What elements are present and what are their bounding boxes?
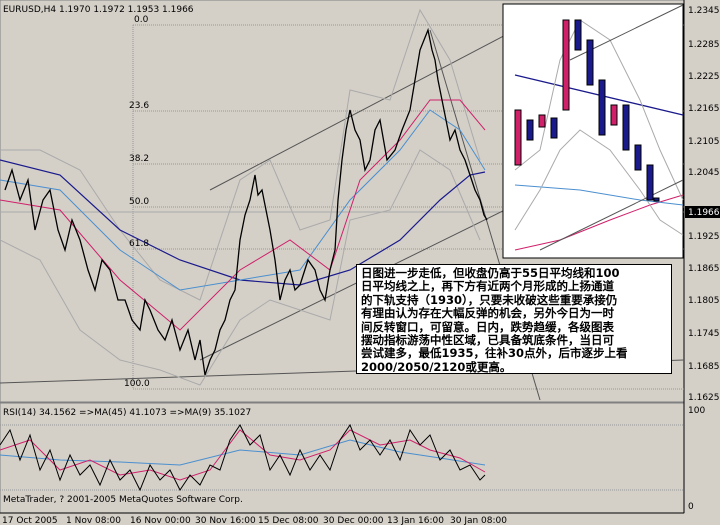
fib-label: 0.0 <box>134 15 149 25</box>
price-label: 1.1805 <box>688 296 720 306</box>
time-label: 30 Nov 16:00 <box>195 516 256 525</box>
fib-label: 100.0 <box>124 379 150 389</box>
symbol-header: EURUSD,H4 1.1970 1.1972 1.1953 1.1966 <box>3 5 194 15</box>
annotation-line: 间反转窗口，可留意。日内，跌势趋缓，各级图表 <box>361 319 614 334</box>
rsi-axis-label: 100 <box>688 406 705 416</box>
current-price-label: 1.1966 <box>688 208 720 218</box>
price-label: 1.2105 <box>688 137 720 147</box>
time-label: 1 Nov 08:00 <box>66 516 121 525</box>
rsi-levels <box>0 424 684 491</box>
fib-labels: 0.0 23.6 38.2 50.0 61.8 100.0 <box>124 15 150 389</box>
annotation-line: 2000/2050/2120或更高。 <box>361 359 512 374</box>
price-label: 1.1925 <box>688 232 720 242</box>
annotation-line: 摆动指标游荡中性区域，已具备筑底条件，当日可 <box>361 333 614 348</box>
annotation-line: 的下轨支持（1930），只要未收破这些重要承接仍 <box>361 292 618 307</box>
price-axis: 1.2345 1.2285 1.2225 1.2165 1.2105 1.204… <box>688 6 720 512</box>
inset-content <box>514 4 684 251</box>
price-label: 1.1625 <box>688 393 720 403</box>
time-axis: 17 Oct 2005 1 Nov 08:00 16 Nov 00:00 30 … <box>2 516 507 525</box>
price-label: 1.1745 <box>688 329 720 339</box>
time-label: 15 Dec 08:00 <box>258 516 319 525</box>
fib-label: 38.2 <box>129 154 149 164</box>
time-label: 30 Jan 08:00 <box>450 516 507 525</box>
rsi-ma45 <box>0 439 486 466</box>
price-label: 1.2225 <box>688 72 720 82</box>
annotation-box: 日图进一步走低，但收盘仍高于55日平均线和100 日平均线之上，再下方有近两个月形… <box>356 264 672 374</box>
fib-lines <box>132 24 684 390</box>
rsi-line <box>0 423 486 492</box>
time-label: 16 Nov 00:00 <box>130 516 191 525</box>
current-price-box <box>685 206 720 218</box>
ma-21 <box>0 99 486 331</box>
fib-label: 23.6 <box>129 101 149 111</box>
rsi-header: RSI(14) 34.1562 =>MA(45) 41.1073 =>MA(9)… <box>3 408 251 418</box>
fib-label: 50.0 <box>129 197 149 207</box>
price-label: 1.2345 <box>688 6 720 16</box>
fib-label: 61.8 <box>129 239 149 249</box>
price-series <box>4 27 488 376</box>
price-label: 1.2045 <box>688 168 720 178</box>
rsi-panel <box>0 402 685 514</box>
annotation-line: 尝试建多，最低1935，往补30点外，后市逐步上看 <box>361 346 628 361</box>
price-label: 1.1685 <box>688 362 720 372</box>
annotation-line: 日平均线之上，再下方有近两个月形成的上扬通道 <box>361 279 614 294</box>
time-label: 17 Oct 2005 <box>2 516 58 525</box>
time-label: 13 Jan 16:00 <box>387 516 444 525</box>
copyright: MetaTrader, ? 2001-2005 MetaQuotes Softw… <box>3 495 243 505</box>
time-label: 30 Dec 00:00 <box>323 516 384 525</box>
ma-55 <box>0 109 486 291</box>
annotation-line: 日图进一步走低，但收盘仍高于55日平均线和100 <box>361 266 620 280</box>
annotation-line: 有理由认为存在大幅反弹的机会，另外今日为一时 <box>361 306 614 321</box>
bollinger-lower <box>0 149 481 386</box>
bollinger-upper <box>0 8 481 301</box>
price-label: 1.2165 <box>688 104 720 114</box>
rsi-ma9 <box>0 429 486 481</box>
price-label: 1.2285 <box>688 40 720 50</box>
price-label: 1.1865 <box>688 264 720 274</box>
rsi-axis-label: 0 <box>688 502 694 512</box>
